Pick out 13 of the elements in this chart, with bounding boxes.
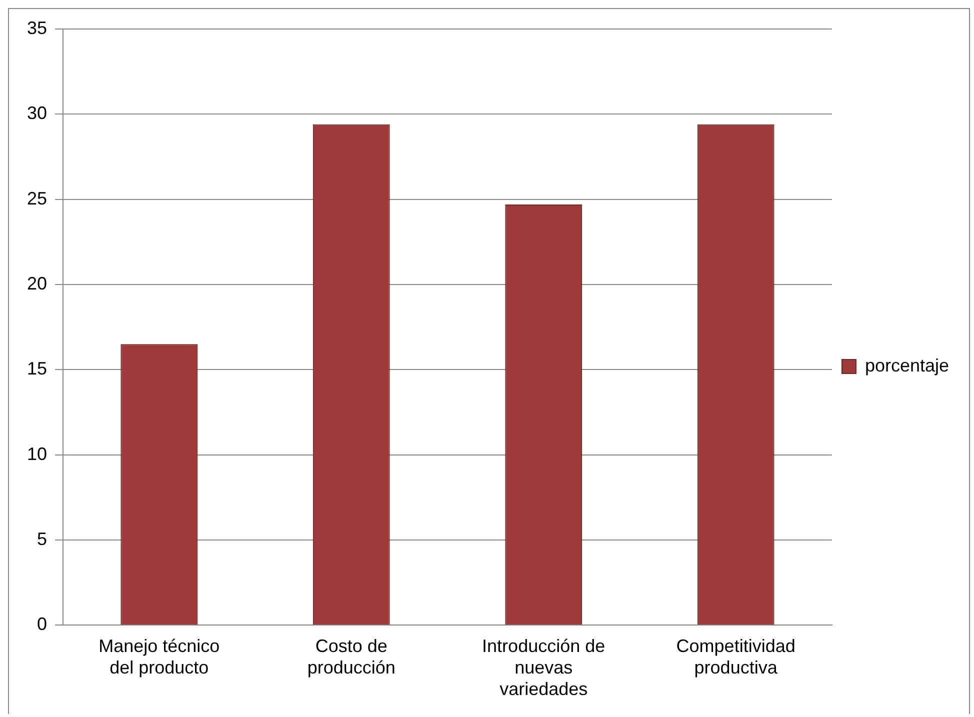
x-tick-label: Competitividad productiva (676, 636, 796, 678)
y-tick-label: 10 (26, 444, 48, 464)
y-tick-label: 30 (26, 103, 48, 124)
y-tick-label: 25 (26, 188, 48, 208)
y-tick-label: 0 (37, 614, 48, 634)
y-tick-label: 35 (26, 18, 48, 38)
y-tick-label: 15 (26, 358, 48, 379)
x-tick-label: Manejo técnico del producto (98, 636, 220, 678)
y-tick-label: 5 (37, 528, 48, 549)
x-tick-label: Introducción de nuevas variedades (482, 636, 606, 700)
y-tick-label: 20 (26, 273, 48, 294)
legend-label: porcentaje (864, 355, 950, 376)
x-tick-label: Costo de producción (307, 636, 396, 678)
